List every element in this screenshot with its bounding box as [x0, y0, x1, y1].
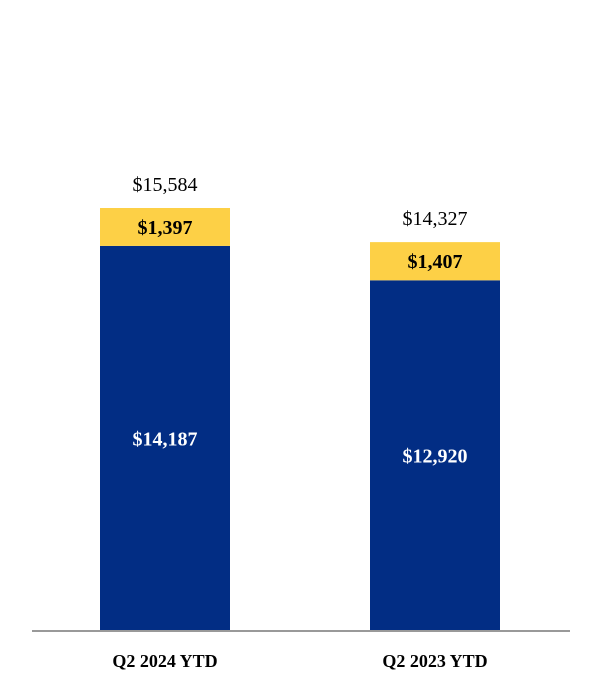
- bar-value-label: $1,397: [138, 217, 193, 239]
- bar-segment-top: [100, 208, 230, 246]
- category-label: Q2 2024 YTD: [112, 651, 217, 671]
- total-value-label: $15,584: [133, 174, 198, 196]
- category-label: Q2 2023 YTD: [382, 651, 487, 671]
- total-value-label: $14,327: [403, 208, 468, 230]
- labels-group: $14,187 $1,397 $15,584 Q2 2024 YTD $12,920 $1…: [112, 174, 487, 671]
- bar-value-label: $14,187: [133, 428, 198, 450]
- bar-segment-base: [100, 245, 230, 632]
- bars-group: [100, 208, 500, 632]
- bar-segment-base: [370, 280, 500, 631]
- bar-segment-top: [370, 242, 500, 281]
- bar-value-label: $12,920: [403, 446, 468, 468]
- bar-value-label: $1,407: [408, 251, 463, 273]
